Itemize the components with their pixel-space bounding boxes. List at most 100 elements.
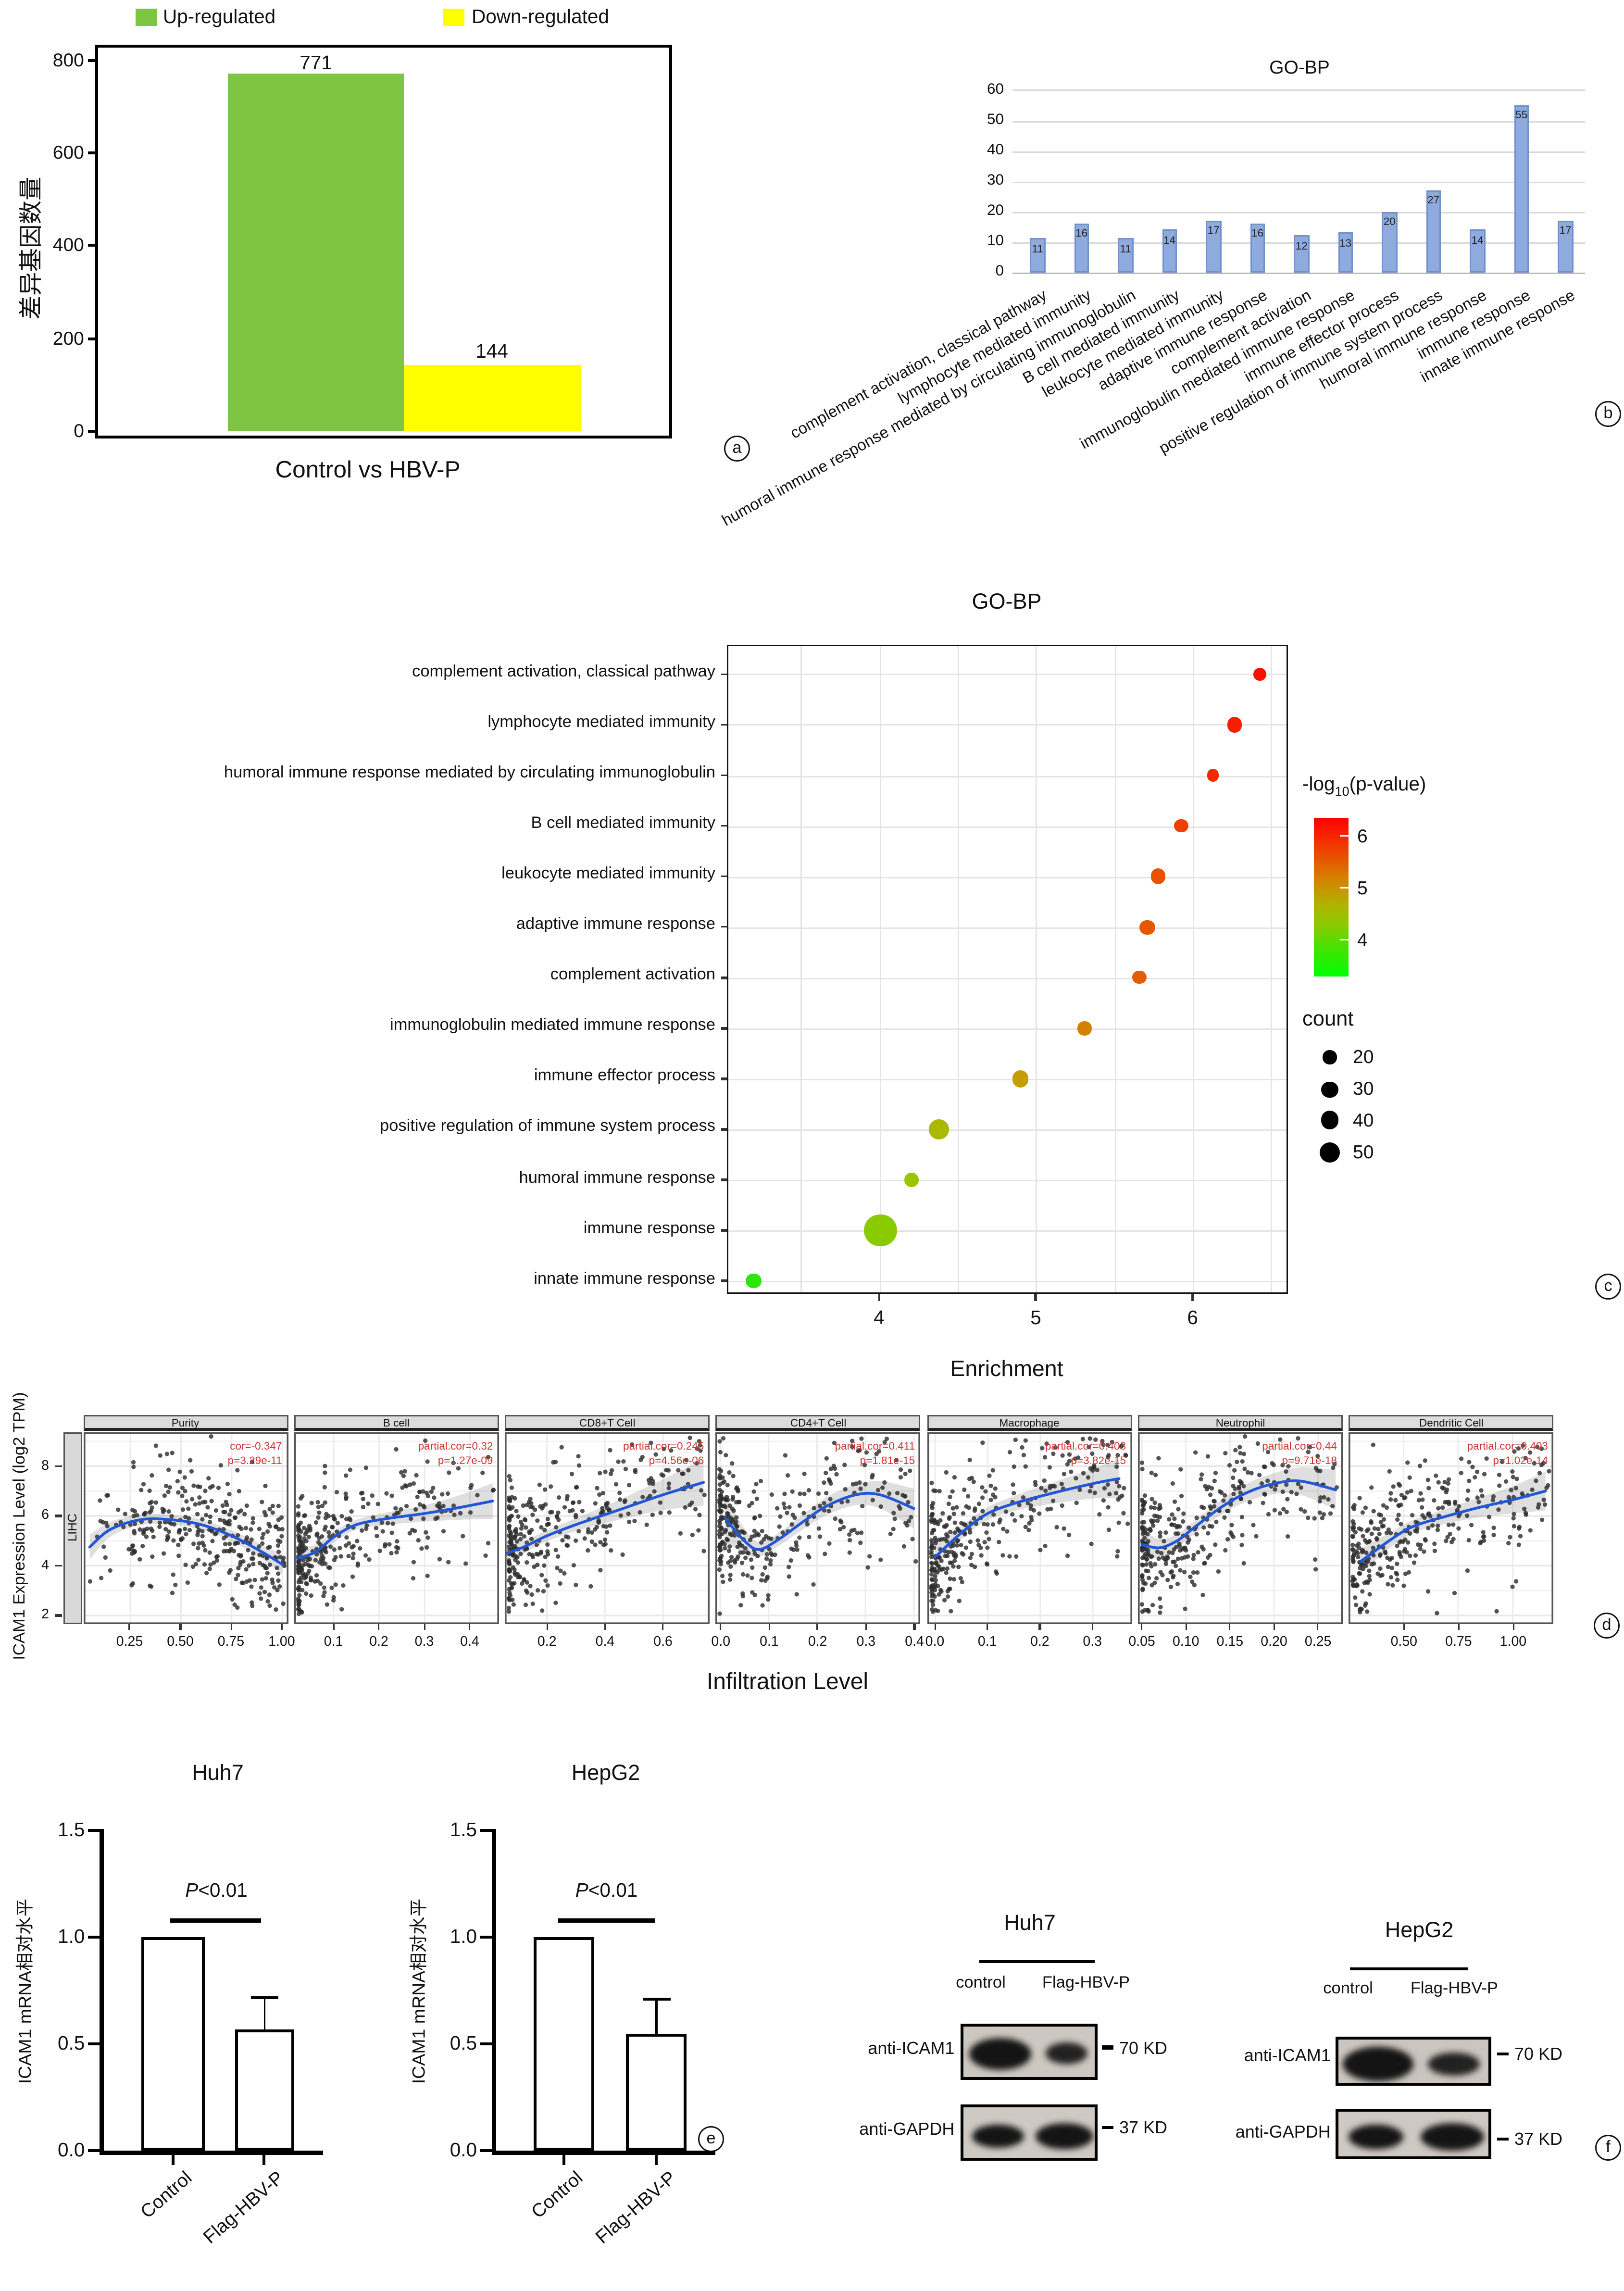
- huh7-significance-label: P<0.01: [185, 1879, 248, 1901]
- panel-c-term-label: complement activation: [550, 966, 715, 984]
- panel-e-huh7-y-axis: [100, 1829, 104, 2155]
- panel-a-y-tick-label: 400: [52, 234, 84, 256]
- panel-b-bar: [1470, 229, 1485, 272]
- panel-c-term-label: leukocyte mediated immunity: [501, 865, 715, 883]
- panel-c-h-gridline: [727, 876, 1288, 878]
- panel-c-h-gridline: [727, 775, 1288, 777]
- panel-d-x-tick: [332, 1624, 335, 1630]
- panel-b-bar-value: 17: [1207, 224, 1220, 238]
- panel-e-hepg2-y-tick: [480, 2042, 492, 2046]
- hepg2-qpcr-y-axis-label: ICAM1 mRNA相对水平: [409, 1898, 429, 2084]
- panel-c-x-tick-label: 5: [1030, 1307, 1041, 1328]
- panel-e-hepg2-y-tick: [480, 1936, 492, 1940]
- panel-d-facet-strip: Neutrophil: [1138, 1415, 1343, 1431]
- facet-plot-cd8-t-cell: [505, 1432, 710, 1624]
- panel-c-dot: [746, 1273, 762, 1289]
- panel-d-x-tick: [1091, 1624, 1093, 1630]
- panel-c-count-legend-dot: [1323, 1050, 1337, 1064]
- panel-e-hepg2-bar-control: [533, 1937, 594, 2151]
- panel-d-facet-strip: B cell: [294, 1415, 499, 1431]
- panel-c-y-tick: [721, 875, 727, 878]
- panel-d-x-tick: [1403, 1624, 1405, 1630]
- panel-a-y-tick: [88, 59, 96, 62]
- huh7-blot-title-underline: [978, 1960, 1094, 1964]
- panel-d-facet-strip: CD8+T Cell: [505, 1415, 710, 1431]
- hepg2-qpcr-title: HepG2: [571, 1761, 640, 1786]
- panel-c-y-tick: [721, 673, 727, 676]
- panel-d-x-tick: [720, 1624, 722, 1630]
- panel-c-h-gridline: [727, 725, 1288, 726]
- facet-annotation: partial.cor=0.245: [623, 1440, 704, 1452]
- panel-e-hepg2-x-axis: [491, 2151, 715, 2155]
- panel-b-bar-value: 55: [1515, 109, 1528, 122]
- panel-b-bar-value: 16: [1251, 227, 1264, 240]
- panel-c-h-gridline: [727, 826, 1288, 827]
- panel-b-bar: [1337, 232, 1353, 272]
- panel-d-x-tick: [230, 1624, 232, 1630]
- huh7-blot-title: Huh7: [1004, 1911, 1056, 1936]
- panel-d-x-tick: [378, 1624, 380, 1630]
- facet-annotation: partial.cor=0.411: [835, 1440, 915, 1452]
- panel-c-y-tick: [721, 926, 727, 928]
- panel-e-huh7-y-tick: [88, 2149, 100, 2153]
- panel-d-x-tick-label: 1.00: [268, 1634, 295, 1650]
- panel-a-y-tick: [88, 337, 96, 340]
- panel-d-x-tick-label: 0.75: [1445, 1634, 1472, 1650]
- panel-c-v-gridline: [1192, 645, 1194, 1294]
- panel-label-e: e: [698, 2126, 724, 2152]
- legend-up-swatch: [136, 9, 157, 25]
- panel-d-y-tick: [55, 1465, 62, 1467]
- panel-d-x-tick: [281, 1624, 283, 1630]
- panel-a-y-tick-label: 0: [74, 419, 84, 441]
- panel-d-x-tick: [1229, 1624, 1231, 1630]
- facet-annotation: p=1.02e-14: [1493, 1453, 1548, 1466]
- hepg2-anti-gapdh-label: anti-GAPDH: [1235, 2122, 1331, 2142]
- panel-c-h-gridline: [727, 1129, 1288, 1131]
- panel-a-bar-value-down: 144: [475, 340, 508, 362]
- huh7-icam1-blot: [960, 2023, 1097, 2080]
- panel-d-x-tick: [179, 1624, 181, 1630]
- panel-a-bar-up-regulated: [227, 74, 404, 431]
- panel-c-dot: [1227, 717, 1243, 732]
- panel-d-x-tick-label: 0.2: [1030, 1634, 1049, 1650]
- panel-c-h-gridline: [727, 1281, 1288, 1283]
- panel-d-x-tick: [1185, 1624, 1187, 1630]
- panel-b-y-tick-label: 40: [987, 141, 1004, 159]
- panel-e-huh7-x-category-label: Flag-HBV-P: [0, 2166, 287, 2248]
- panel-c-y-tick: [721, 1178, 727, 1181]
- panel-e-huh7-x-down-tick: [171, 2155, 175, 2165]
- panel-e-hepg2-significance-line: [559, 1918, 655, 1923]
- panel-d-x-tick: [816, 1624, 819, 1630]
- facet-annotation: partial.cor=0.44: [1262, 1440, 1337, 1452]
- panel-c-term-label: complement activation, classical pathway: [412, 663, 715, 681]
- panel-d-x-tick-label: 0.1: [324, 1634, 343, 1650]
- panel-e-hepg2-error-bar-line: [655, 1999, 658, 2034]
- panel-c-dot: [905, 1173, 919, 1187]
- panel-b-gridline: [1012, 181, 1585, 183]
- panel-e-hepg2-y-tick-label: 0.0: [450, 2139, 477, 2161]
- hepg2-anti-icam1-label: anti-ICAM1: [1244, 2045, 1331, 2066]
- panel-c-term-label: humoral immune response: [519, 1169, 715, 1187]
- hepg2-significance-label: P<0.01: [575, 1879, 638, 1901]
- panel-d-x-tick-label: 0.6: [653, 1634, 673, 1650]
- panel-b-gridline: [1012, 90, 1585, 92]
- facet-plot-dendritic-cell: [1349, 1432, 1554, 1624]
- hepg2-gapdh-blot: [1336, 2108, 1492, 2160]
- panel-d-x-axis-label: Infiltration Level: [706, 1670, 869, 1695]
- panel-d-x-tick: [1458, 1624, 1460, 1630]
- panel-c-colorbar: [1314, 818, 1349, 976]
- panel-c-x-tick: [1035, 1294, 1037, 1301]
- facet-annotation: partial.cor=0.408: [1045, 1440, 1126, 1452]
- panel-d-y-tick: [55, 1565, 62, 1567]
- panel-e-huh7-y-tick: [88, 1936, 100, 1940]
- panel-a-y-tick: [88, 244, 96, 248]
- panel-b-bar-value: 12: [1295, 239, 1308, 252]
- facet-plot-neutrophil: [1138, 1432, 1343, 1624]
- panel-c-term-label: immune effector process: [534, 1068, 715, 1086]
- facet-annotation: p=9.71e-18: [1282, 1453, 1337, 1466]
- hepg2-lane-label-control: control: [1323, 1979, 1373, 1997]
- panel-b-bar-value: 13: [1339, 236, 1352, 250]
- panel-d-x-tick-label: 0.50: [1390, 1634, 1418, 1650]
- panel-c-dot: [928, 1119, 949, 1139]
- panel-e-huh7-significance-line: [171, 1918, 262, 1923]
